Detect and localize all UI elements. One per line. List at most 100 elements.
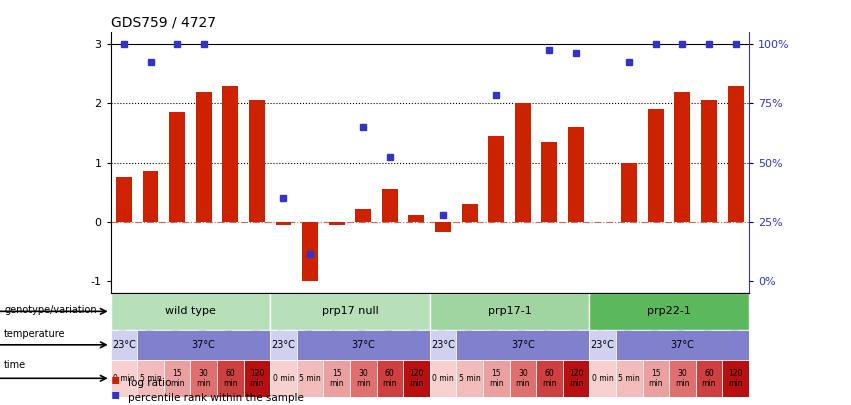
Bar	[143, 171, 158, 222]
Text: ▪: ▪	[111, 387, 120, 401]
Bar	[328, 222, 345, 225]
Text: 23°C: 23°C	[591, 340, 614, 350]
Text: 15
min: 15 min	[329, 369, 344, 388]
Text: 60
min: 60 min	[702, 369, 717, 388]
FancyBboxPatch shape	[643, 360, 669, 397]
Bar	[196, 92, 212, 222]
Text: 23°C: 23°C	[431, 340, 455, 350]
Text: 30
min: 30 min	[516, 369, 530, 388]
Text: 0 min: 0 min	[272, 374, 294, 383]
Bar	[169, 112, 186, 222]
Text: 37°C: 37°C	[191, 340, 215, 350]
Text: 60
min: 60 min	[223, 369, 237, 388]
FancyBboxPatch shape	[297, 330, 430, 360]
Text: 5 min: 5 min	[300, 374, 321, 383]
FancyBboxPatch shape	[350, 360, 376, 397]
Text: 0 min: 0 min	[432, 374, 454, 383]
Text: 120
min: 120 min	[568, 369, 583, 388]
FancyBboxPatch shape	[271, 330, 297, 360]
Text: 23°C: 23°C	[271, 340, 295, 350]
FancyBboxPatch shape	[111, 330, 137, 360]
FancyBboxPatch shape	[376, 360, 403, 397]
FancyBboxPatch shape	[696, 360, 722, 397]
FancyBboxPatch shape	[297, 360, 323, 397]
FancyBboxPatch shape	[137, 330, 271, 360]
FancyBboxPatch shape	[616, 360, 643, 397]
Text: prp17 null: prp17 null	[322, 306, 379, 316]
Text: GDS759 / 4727: GDS759 / 4727	[111, 16, 215, 30]
Text: 120
min: 120 min	[409, 369, 424, 388]
Text: 120
min: 120 min	[728, 369, 743, 388]
Text: 37°C: 37°C	[671, 340, 694, 350]
Text: 30
min: 30 min	[356, 369, 370, 388]
Text: time: time	[4, 360, 26, 369]
FancyBboxPatch shape	[243, 360, 271, 397]
Bar	[382, 189, 397, 222]
Bar	[728, 85, 744, 222]
Text: 120
min: 120 min	[249, 369, 264, 388]
FancyBboxPatch shape	[430, 293, 589, 330]
Bar	[408, 215, 425, 222]
FancyBboxPatch shape	[536, 360, 563, 397]
FancyBboxPatch shape	[616, 330, 749, 360]
Text: wild type: wild type	[165, 306, 216, 316]
Bar	[621, 162, 637, 222]
Bar	[488, 136, 504, 222]
Bar	[515, 103, 531, 222]
Text: percentile rank within the sample: percentile rank within the sample	[128, 393, 304, 403]
Bar	[249, 100, 265, 222]
Text: 37°C: 37°C	[511, 340, 534, 350]
FancyBboxPatch shape	[191, 360, 217, 397]
FancyBboxPatch shape	[111, 360, 137, 397]
Bar	[648, 109, 664, 222]
Text: ▪: ▪	[111, 371, 120, 386]
Text: prp22-1: prp22-1	[647, 306, 691, 316]
FancyBboxPatch shape	[563, 360, 589, 397]
Text: 15
min: 15 min	[170, 369, 185, 388]
FancyBboxPatch shape	[483, 360, 510, 397]
Text: 15
min: 15 min	[489, 369, 504, 388]
Text: 60
min: 60 min	[542, 369, 557, 388]
Text: 5 min: 5 min	[459, 374, 481, 383]
FancyBboxPatch shape	[323, 360, 350, 397]
Bar	[276, 222, 291, 225]
FancyBboxPatch shape	[403, 360, 430, 397]
Bar	[568, 127, 584, 222]
Text: 30
min: 30 min	[197, 369, 211, 388]
Text: 0 min: 0 min	[113, 374, 134, 383]
Text: 5 min: 5 min	[140, 374, 162, 383]
Bar	[541, 142, 557, 222]
Text: 5 min: 5 min	[619, 374, 640, 383]
Text: 37°C: 37°C	[351, 340, 375, 350]
Text: temperature: temperature	[4, 329, 66, 339]
Bar	[356, 209, 371, 222]
Text: 0 min: 0 min	[591, 374, 614, 383]
Text: 23°C: 23°C	[112, 340, 136, 350]
Text: 30
min: 30 min	[675, 369, 689, 388]
Text: genotype/variation: genotype/variation	[4, 305, 97, 315]
FancyBboxPatch shape	[510, 360, 536, 397]
Text: 15
min: 15 min	[648, 369, 663, 388]
FancyBboxPatch shape	[669, 360, 696, 397]
Bar	[461, 204, 477, 222]
Bar	[302, 222, 318, 281]
FancyBboxPatch shape	[271, 360, 297, 397]
FancyBboxPatch shape	[430, 360, 456, 397]
Bar	[222, 85, 238, 222]
FancyBboxPatch shape	[589, 293, 749, 330]
Bar	[116, 177, 132, 222]
FancyBboxPatch shape	[456, 360, 483, 397]
FancyBboxPatch shape	[589, 330, 616, 360]
FancyBboxPatch shape	[271, 293, 430, 330]
FancyBboxPatch shape	[430, 330, 456, 360]
Bar	[674, 92, 690, 222]
FancyBboxPatch shape	[137, 360, 163, 397]
FancyBboxPatch shape	[111, 293, 271, 330]
FancyBboxPatch shape	[456, 330, 589, 360]
FancyBboxPatch shape	[217, 360, 243, 397]
Text: 60
min: 60 min	[383, 369, 397, 388]
Text: log ratio: log ratio	[128, 378, 171, 388]
FancyBboxPatch shape	[589, 360, 616, 397]
Text: prp17-1: prp17-1	[488, 306, 531, 316]
FancyBboxPatch shape	[722, 360, 749, 397]
